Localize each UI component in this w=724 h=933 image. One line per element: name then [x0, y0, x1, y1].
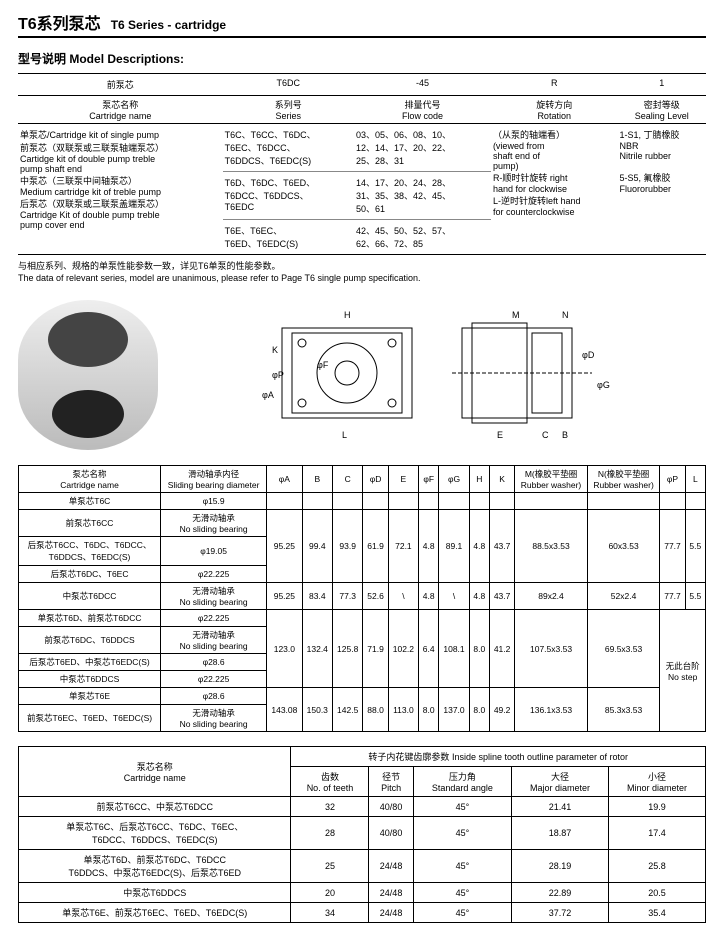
t1-l4: 密封等级Sealing Level — [617, 96, 706, 124]
header-title-cn: T6系列泵芯 — [18, 10, 101, 34]
svg-text:φA: φA — [262, 390, 274, 400]
subhead-cn: 型号说明 — [18, 52, 66, 66]
t1-names: 单泵芯/Cartridge kit of single pump 前泵芯（双联泵… — [18, 124, 223, 255]
svg-text:K: K — [272, 345, 278, 355]
t1-f2: 42、45、50、52、57、 62、66、72、85 — [354, 220, 491, 255]
dimension-table: 泵芯名称Cartridge name 滑动轴承内径Sliding bearing… — [18, 465, 706, 732]
note-cn: 与相应系列、规格的单泵性能参数一致，详见T6单泵的性能参数。 — [18, 261, 281, 271]
t1-seal: 1-S1, 丁腈橡胶 NBR Nitrile rubber 5-S5, 氟橡胶 … — [617, 124, 706, 255]
t1-f0: 03、05、06、08、10、 12、14、17、20、22、 25、28、31 — [354, 124, 491, 172]
svg-text:φP: φP — [272, 370, 284, 380]
svg-text:H: H — [344, 310, 351, 320]
subhead: 型号说明 Model Descriptions: — [18, 50, 706, 67]
table-row: 单泵芯T6E、前泵芯T6EC、T6ED、T6EDC(S)3424/4845°37… — [19, 903, 706, 923]
t1-s1: T6D、T6DC、T6ED、 T6DCC、T6DDCS、 T6EDC — [223, 172, 354, 220]
svg-text:φF: φF — [317, 360, 329, 370]
table-row: 前泵芯T6CC无滑动轴承No sliding bearing95.2599.49… — [19, 510, 706, 537]
table-row: 单泵芯T6C、后泵芯T6CC、T6DC、T6EC、T6DCC、T6DDCS、T6… — [19, 817, 706, 850]
t2-h-sb: 滑动轴承内径Sliding bearing diameter — [161, 466, 267, 493]
t1-c4: 1 — [617, 74, 706, 96]
t1-c2: -45 — [354, 74, 491, 96]
t3-h-name: 泵芯名称Cartridge name — [19, 747, 291, 797]
table-row: 单泵芯T6Eφ28.6143.08150.3142.588.0113.08.01… — [19, 688, 706, 705]
spline-table: 泵芯名称Cartridge name 转子内花键齿廓参数 Inside spli… — [18, 746, 706, 923]
page-header: T6系列泵芯 T6 Series - cartridge — [18, 10, 706, 38]
svg-text:L: L — [342, 430, 347, 440]
t1-f1: 14、17、20、24、28、 31、35、38、42、45、 50、61 — [354, 172, 491, 220]
svg-text:B: B — [562, 430, 568, 440]
model-desc-table: 前泵芯 T6DC -45 R 1 泵芯名称Cartridge name 系列号S… — [18, 73, 706, 255]
t1-c0: 前泵芯 — [18, 74, 223, 96]
svg-text:N: N — [562, 310, 569, 320]
svg-text:E: E — [497, 430, 503, 440]
product-photo — [18, 300, 158, 450]
t1-s2: T6E、T6EC、 T6ED、T6EDC(S) — [223, 220, 354, 255]
svg-text:M: M — [512, 310, 520, 320]
t3-h-spline: 转子内花键齿廓参数 Inside spline tooth outline pa… — [291, 747, 706, 767]
table-row: 中泵芯T6DCC无滑动轴承No sliding bearing95.2583.4… — [19, 583, 706, 610]
table-row: 单泵芯T6Cφ15.9 — [19, 493, 706, 510]
header-title-en: T6 Series - cartridge — [111, 18, 226, 32]
technical-drawing: H M N K φF φP φA L E C B φD φG — [178, 298, 706, 451]
note-en: The data of relevant series, model are u… — [18, 273, 421, 283]
t1-rot: （从泵的轴端看） (viewed from shaft end of pump)… — [491, 124, 618, 255]
svg-text:C: C — [542, 430, 549, 440]
subhead-en: Model Descriptions: — [69, 52, 184, 66]
t1-l1: 系列号Series — [223, 96, 354, 124]
t1-s0: T6C、T6CC、T6DC、 T6EC、T6DCC、 T6DDCS、T6EDC(… — [223, 124, 354, 172]
t2-h-name: 泵芯名称Cartridge name — [19, 466, 161, 493]
t1-l0: 泵芯名称Cartridge name — [18, 96, 223, 124]
t1-l3: 旋转方向Rotation — [491, 96, 618, 124]
figures: H M N K φF φP φA L E C B φD φG — [18, 298, 706, 451]
t1-c1: T6DC — [223, 74, 354, 96]
t1-l2: 排量代号Flow code — [354, 96, 491, 124]
table-row: 前泵芯T6CC、中泵芯T6DCC3240/8045°21.4119.9 — [19, 797, 706, 817]
note: 与相应系列、规格的单泵性能参数一致，详见T6单泵的性能参数。 The data … — [18, 261, 706, 284]
svg-text:φD: φD — [582, 350, 595, 360]
table-row: 单泵芯T6D、前泵芯T6DCCφ22.225123.0132.4125.871.… — [19, 610, 706, 627]
table-row: 单泵芯T6D、前泵芯T6DC、T6DCCT6DDCS、中泵芯T6EDC(S)、后… — [19, 850, 706, 883]
svg-text:φG: φG — [597, 380, 610, 390]
t1-c3: R — [491, 74, 618, 96]
